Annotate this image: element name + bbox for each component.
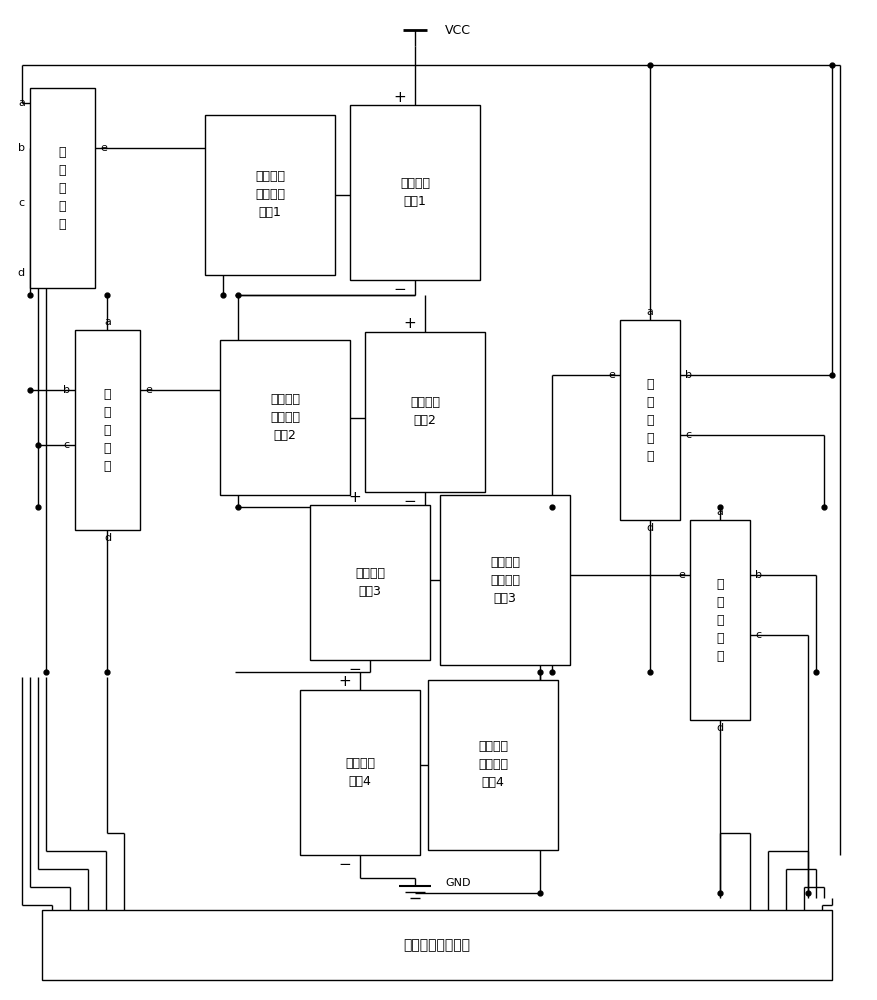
Text: b: b: [63, 385, 70, 395]
Text: e: e: [677, 570, 684, 580]
Text: e: e: [100, 143, 107, 153]
Text: 均
衡
子
单
元: 均 衡 子 单 元: [716, 578, 723, 662]
Text: −: −: [339, 857, 351, 872]
Bar: [75, 330, 139, 530]
Text: 均
衡
子
单
元: 均 衡 子 单 元: [645, 377, 653, 462]
Bar: [619, 320, 679, 520]
Text: c: c: [18, 198, 25, 208]
Bar: [365, 332, 484, 492]
Text: +: +: [348, 489, 361, 504]
Text: 底层电池
模块3: 底层电池 模块3: [354, 567, 384, 598]
Text: 底层电池
模块控制
电路4: 底层电池 模块控制 电路4: [477, 740, 508, 790]
Text: d: d: [103, 533, 111, 543]
Text: d: d: [18, 268, 25, 278]
Text: 底层电池
模块控制
电路2: 底层电池 模块控制 电路2: [270, 393, 300, 442]
Text: 电池组主控制电路: 电池组主控制电路: [403, 938, 470, 952]
Text: +: +: [393, 90, 406, 105]
Text: e: e: [608, 370, 614, 380]
Text: e: e: [145, 385, 152, 395]
Text: +: +: [403, 316, 416, 332]
Text: 底层电池
模块2: 底层电池 模块2: [410, 396, 439, 428]
Text: c: c: [754, 630, 760, 640]
Bar: [204, 115, 335, 275]
Text: b: b: [754, 570, 761, 580]
Text: a: a: [716, 507, 723, 517]
Text: −: −: [393, 282, 406, 298]
Text: VCC: VCC: [445, 24, 470, 37]
Text: +: +: [339, 674, 351, 690]
Text: d: d: [716, 723, 723, 733]
Bar: [439, 495, 569, 665]
Text: c: c: [684, 430, 690, 440]
Bar: [427, 680, 558, 850]
Text: GND: GND: [445, 878, 470, 888]
Text: 底层电池
模块控制
电路1: 底层电池 模块控制 电路1: [254, 170, 285, 220]
Text: b: b: [684, 370, 691, 380]
Bar: [300, 690, 419, 855]
Bar: [220, 340, 350, 495]
Text: 均
衡
子
单
元: 均 衡 子 单 元: [103, 387, 111, 473]
Text: −: −: [403, 494, 416, 510]
Text: 底层电池
模块控制
电路3: 底层电池 模块控制 电路3: [489, 556, 519, 604]
Text: b: b: [18, 143, 25, 153]
Bar: [310, 505, 430, 660]
Text: a: a: [104, 317, 111, 327]
Text: 底层电池
模块4: 底层电池 模块4: [345, 757, 374, 788]
Bar: [30, 88, 95, 288]
Text: 底层电池
模块1: 底层电池 模块1: [400, 177, 430, 208]
Text: a: a: [18, 98, 25, 108]
Bar: [42, 910, 831, 980]
Text: 均
衡
子
单
元: 均 衡 子 单 元: [59, 146, 66, 231]
Text: d: d: [645, 523, 652, 533]
Bar: [689, 520, 749, 720]
Bar: [350, 105, 480, 280]
Text: c: c: [64, 440, 70, 450]
Text: −: −: [348, 662, 361, 678]
Text: a: a: [645, 307, 652, 317]
